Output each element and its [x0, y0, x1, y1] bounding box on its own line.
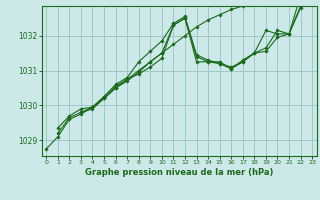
- X-axis label: Graphe pression niveau de la mer (hPa): Graphe pression niveau de la mer (hPa): [85, 168, 273, 177]
